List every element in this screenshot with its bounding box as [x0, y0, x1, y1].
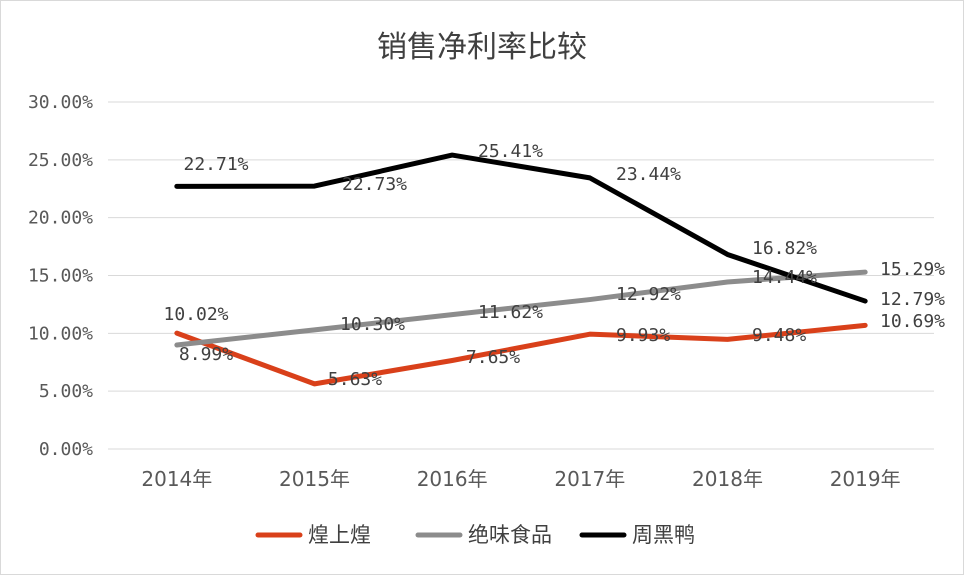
data-label: 23.44%	[616, 164, 681, 185]
legend-label: 周黑鸭	[632, 523, 695, 547]
y-tick-label: 10.00%	[28, 323, 93, 344]
data-label: 25.41%	[478, 141, 543, 162]
x-tick-label: 2014年	[141, 467, 212, 491]
data-label: 11.62%	[478, 302, 543, 323]
x-tick-label: 2019年	[830, 467, 901, 491]
x-tick-label: 2015年	[279, 467, 350, 491]
data-label: 10.30%	[340, 314, 405, 335]
x-tick-label: 2016年	[417, 467, 488, 491]
data-label: 7.65%	[466, 347, 520, 368]
data-label: 14.44%	[752, 267, 817, 288]
data-label: 12.92%	[616, 284, 681, 305]
chart-title: 销售净利率比较	[377, 30, 587, 65]
data-label: 10.02%	[163, 304, 228, 325]
y-tick-label: 0.00%	[39, 439, 93, 460]
data-label: 8.99%	[179, 344, 233, 365]
series-line-3	[174, 152, 868, 304]
y-tick-label: 25.00%	[28, 150, 93, 171]
y-tick-label: 30.00%	[28, 92, 93, 113]
legend-label: 煌上煌	[308, 523, 371, 547]
y-tick-label: 5.00%	[39, 381, 93, 402]
y-tick-label: 15.00%	[28, 266, 93, 287]
data-label: 9.48%	[752, 325, 806, 346]
data-label: 10.69%	[880, 311, 945, 332]
x-tick-label: 2018年	[692, 467, 763, 491]
data-label: 16.82%	[752, 238, 817, 259]
y-tick-label: 20.00%	[28, 208, 93, 229]
data-label: 22.71%	[183, 154, 248, 175]
series-line-2	[174, 269, 868, 348]
data-label: 5.63%	[328, 369, 382, 390]
series-line-1	[174, 322, 868, 387]
data-label: 15.29%	[880, 259, 945, 280]
x-tick-label: 2017年	[554, 467, 625, 491]
data-label: 9.93%	[616, 325, 670, 346]
data-label: 12.79%	[880, 289, 945, 310]
data-label: 22.73%	[342, 174, 407, 195]
legend-label: 绝味食品	[468, 523, 552, 547]
